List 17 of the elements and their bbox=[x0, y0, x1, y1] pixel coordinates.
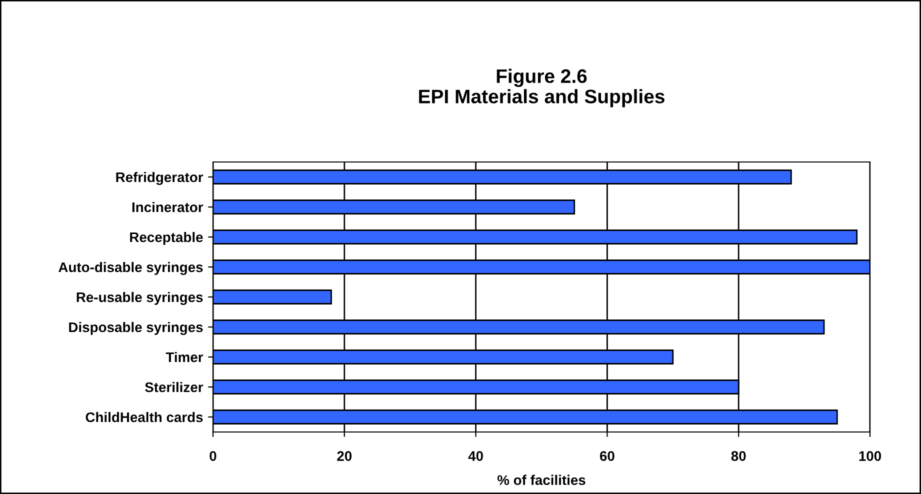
y-tick-label: ChildHealth cards bbox=[86, 412, 203, 422]
y-tick-label: Re-usable syringes bbox=[76, 292, 203, 305]
x-axis-title: % of facilities bbox=[497, 474, 586, 486]
x-tick-label: 80 bbox=[731, 451, 746, 461]
y-tick-label: Auto-disable syringes bbox=[58, 262, 203, 275]
y-tick-label: Incinerator bbox=[132, 202, 204, 212]
x-tick-label: 60 bbox=[600, 451, 614, 461]
x-tick-label: 0 bbox=[210, 451, 216, 461]
chart-title: Figure 2.6 EPI Materials and Supplies bbox=[419, 68, 664, 108]
y-tick-label: Refridgerator bbox=[116, 172, 204, 185]
x-tick-label: 20 bbox=[337, 451, 352, 461]
y-tick-label: Timer bbox=[166, 352, 204, 362]
y-tick-label: Sterilizer bbox=[145, 382, 204, 392]
x-tick-label: 40 bbox=[468, 451, 483, 461]
y-tick-label: Receptable bbox=[130, 232, 203, 245]
y-tick-label: Disposable syringes bbox=[69, 322, 203, 335]
x-tick-label: 100 bbox=[859, 451, 882, 461]
